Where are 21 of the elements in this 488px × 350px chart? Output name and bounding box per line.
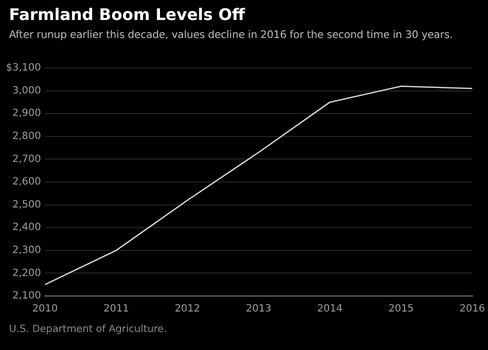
y-tick-label: 2,600 bbox=[12, 176, 41, 188]
chart-subtitle: After runup earlier this decade, values decline in 2016 for the second time in 30 years. bbox=[9, 29, 453, 41]
y-tick-label: 2,700 bbox=[12, 154, 41, 165]
y-tick-label: 2,100 bbox=[12, 290, 41, 302]
y-tick-label: 3,000 bbox=[12, 85, 41, 96]
y-tick-label: 2,500 bbox=[12, 199, 41, 210]
y-tick-label: $3,100 bbox=[6, 62, 41, 74]
x-tick-label: 2015 bbox=[388, 304, 414, 315]
chart-title: Farmland Boom Levels Off bbox=[9, 5, 245, 24]
y-tick-label: 2,900 bbox=[12, 108, 41, 120]
y-tick-label: 2,300 bbox=[12, 244, 41, 256]
x-tick-label: 2011 bbox=[103, 304, 129, 315]
text: U.S. Department of Agriculture. bbox=[9, 324, 167, 335]
y-tick-label: 2,400 bbox=[12, 222, 41, 234]
y-tick-label: 2,800 bbox=[12, 130, 41, 142]
x-tick-label: 2012 bbox=[174, 304, 200, 315]
x-tick-label: 2014 bbox=[317, 304, 343, 315]
y-tick-label: 2,200 bbox=[12, 268, 41, 279]
x-tick-label: 2013 bbox=[246, 304, 272, 315]
x-tick-label: 2010 bbox=[32, 304, 58, 315]
x-tick-label: 2016 bbox=[460, 304, 485, 315]
